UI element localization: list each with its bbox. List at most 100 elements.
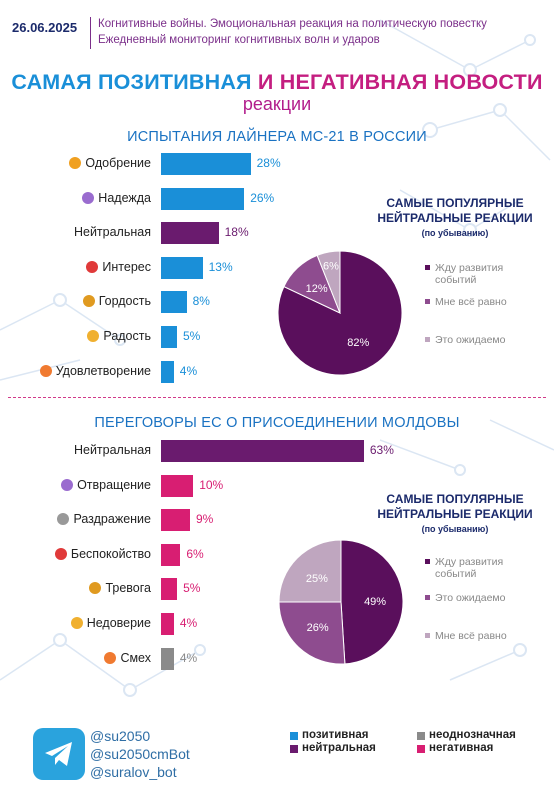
bar-row: Нейтральная 18% xyxy=(0,221,554,245)
pride-icon xyxy=(82,295,95,308)
legend-negative-label: негативная xyxy=(429,742,494,754)
bar-value-label: 5% xyxy=(183,329,201,343)
pie2-title: САМЫЕ ПОПУЛЯРНЫЕ НЕЙТРАЛЬНЫЕ РЕАКЦИИ xyxy=(375,492,535,522)
bar-category-text: Нейтральная xyxy=(73,225,151,240)
legend-swatch xyxy=(425,595,430,600)
legend-ambiguous-swatch xyxy=(417,732,425,740)
legend-label: Это ожидаемо xyxy=(435,592,506,604)
title-word-2: ПОЗИТИВНАЯ xyxy=(97,70,252,94)
pie1-title-line1: САМЫЕ ПОПУЛЯРНЫЕ xyxy=(386,196,524,210)
title-word-3: И НЕГАТИВНАЯ НОВОСТИ xyxy=(257,70,543,94)
bar-row: Радость 5% xyxy=(0,325,554,349)
pie1-title: САМЫЕ ПОПУЛЯРНЫЕ НЕЙТРАЛЬНЫЕ РЕАКЦИИ xyxy=(375,196,535,226)
bar-row: Нейтральная 63% xyxy=(0,439,554,463)
approval-icon xyxy=(69,157,82,169)
bar xyxy=(161,509,190,532)
bar-category-label: Нейтральная xyxy=(74,225,151,239)
bar xyxy=(161,440,364,462)
bar-category-label: Интерес xyxy=(86,260,151,274)
title-word-1: САМАЯ xyxy=(11,70,92,94)
bar-category-label: Тревога xyxy=(89,581,151,595)
legend-negative-swatch xyxy=(417,745,425,753)
bar-row: Беспокойство 6% xyxy=(0,543,554,567)
pie-chart-2: 49% 26% 25% xyxy=(278,539,404,665)
handle-suralov-bot[interactable]: @suralov_bot xyxy=(90,764,177,780)
bar xyxy=(161,256,203,279)
bar-category-text: Гордость xyxy=(98,294,151,309)
legend-positive-swatch xyxy=(290,732,298,740)
header-subtitle-line2: Ежедневный мониторинг когнитивных волн и… xyxy=(98,34,380,46)
bar-category-label: Удовлетворение xyxy=(39,363,151,378)
legend-swatch xyxy=(425,633,430,638)
section2-title: ПЕРЕГОВОРЫ ЕС О ПРИСОЕДИНЕНИИ МОЛДОВЫ xyxy=(94,415,460,431)
bar-category-text: Радость xyxy=(103,329,151,343)
bar-category-label: Нейтральная xyxy=(74,443,151,457)
bar xyxy=(161,222,219,245)
pie-slice xyxy=(278,601,346,665)
pie1-title-line2: НЕЙТРАЛЬНЫЕ РЕАКЦИИ xyxy=(377,211,533,225)
bar-row: Одобрение 28% xyxy=(0,152,554,176)
bar xyxy=(161,187,245,210)
bar-category-text: Нейтральная xyxy=(73,443,151,457)
bar-category-text: Отвращение xyxy=(77,477,151,492)
bar-category-label: Отвращение xyxy=(61,478,151,492)
bar-category-text: Недоверие xyxy=(86,616,151,630)
bar-category-label: Одобрение xyxy=(69,156,151,170)
bar-row: Удовлетворение 4% xyxy=(0,360,554,384)
bar-category-text: Интерес xyxy=(102,259,151,274)
bar-row: Интерес 13% xyxy=(0,256,554,280)
bar-value-label: 8% xyxy=(192,294,210,309)
bar xyxy=(161,578,178,601)
legend-neutral-swatch xyxy=(290,745,298,753)
bar-value-label: 4% xyxy=(179,616,198,630)
joy-icon xyxy=(87,330,100,342)
bar-row: Отвращение 10% xyxy=(0,474,554,498)
legend-label: Мне всё равно xyxy=(435,296,507,308)
legend-swatch xyxy=(425,265,430,270)
pie-slice-label: 12% xyxy=(306,283,328,295)
bar-value-label: 26% xyxy=(250,190,275,205)
satisfaction-icon xyxy=(39,364,52,377)
bar-value-label: 6% xyxy=(186,546,204,561)
bar-value-label: 9% xyxy=(195,512,214,527)
legend-label: Мне всё равно xyxy=(435,630,507,642)
header-divider xyxy=(90,17,91,49)
telegram-logo-icon xyxy=(33,728,85,780)
bar-category-text: Тревога xyxy=(105,581,151,596)
legend-neutral-label: нейтральная xyxy=(302,742,376,754)
telegram-plane-icon xyxy=(45,742,72,766)
bar-category-text: Смех xyxy=(120,650,151,665)
legend-label: Это ожидаемо xyxy=(435,334,506,346)
handle-su2050cmbot[interactable]: @su2050cmBot xyxy=(90,746,190,762)
bar-category-label: Надежда xyxy=(82,191,151,205)
bar-category-text: Удовлетворение xyxy=(55,363,151,378)
legend-swatch xyxy=(425,559,430,564)
distrust-icon xyxy=(70,617,83,629)
bar-category-label: Раздражение xyxy=(57,512,151,526)
bar-value-label: 13% xyxy=(208,259,233,274)
page-subtitle: реакции xyxy=(242,94,312,114)
pie2-title-line1: САМЫЕ ПОПУЛЯРНЫЕ xyxy=(386,492,524,506)
pie-slice-label: 25% xyxy=(306,573,328,585)
bar-row: Смех 4% xyxy=(0,647,554,671)
bar-category-text: Одобрение xyxy=(85,156,151,170)
pie-slice-label: 26% xyxy=(307,622,329,634)
pie1-subtitle: (по убыванию) xyxy=(421,228,489,238)
pie-slice-label: 49% xyxy=(364,596,386,608)
bar-value-label: 5% xyxy=(183,581,201,596)
irritation-icon xyxy=(57,513,70,526)
bar-category-label: Радость xyxy=(87,329,151,343)
interest-icon xyxy=(86,260,99,273)
page-title: САМАЯ ПОЗИТИВНАЯ И НЕГАТИВНАЯ НОВОСТИ xyxy=(0,70,554,95)
bar-value-label: 18% xyxy=(224,225,249,240)
bar-category-label: Беспокойство xyxy=(54,547,151,561)
bar xyxy=(161,326,177,348)
laughter-icon xyxy=(104,651,117,664)
worry-icon xyxy=(54,547,67,560)
color-legend: позитивная неоднозначная нейтральная нег… xyxy=(290,729,540,759)
handle-su2050[interactable]: @su2050 xyxy=(90,728,151,744)
disgust-icon xyxy=(61,478,74,491)
bar xyxy=(161,291,187,314)
pie2-subtitle: (по убыванию) xyxy=(421,524,489,534)
